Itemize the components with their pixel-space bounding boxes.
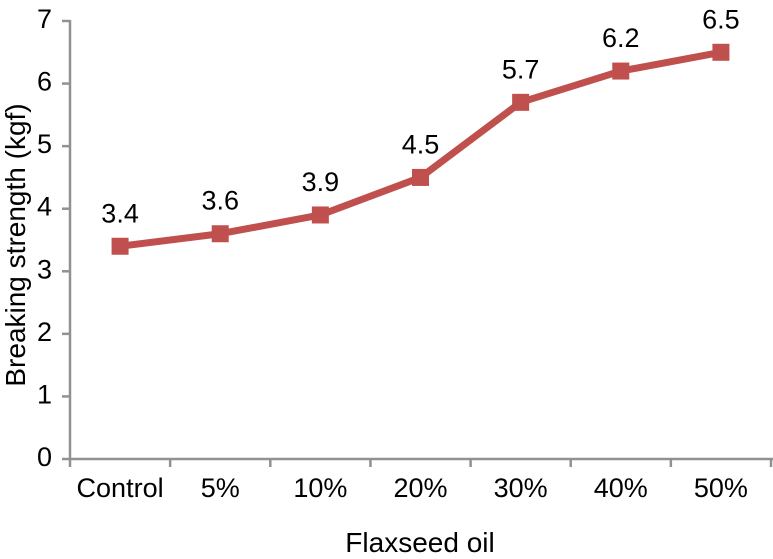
y-tick-label: 7 bbox=[37, 4, 52, 34]
y-tick-label: 5 bbox=[37, 129, 52, 159]
y-tick-label: 0 bbox=[37, 442, 52, 472]
data-point-marker bbox=[211, 225, 229, 243]
data-point-marker bbox=[612, 62, 630, 80]
x-tick-label: Control bbox=[77, 473, 164, 503]
data-point-label: 6.5 bbox=[702, 4, 740, 34]
x-tick-label: 30% bbox=[494, 473, 548, 503]
y-tick-label: 1 bbox=[37, 379, 52, 409]
y-tick-label: 6 bbox=[37, 67, 52, 97]
data-point-marker bbox=[311, 206, 329, 224]
data-point-label: 4.5 bbox=[402, 129, 440, 159]
x-tick-label: 20% bbox=[393, 473, 447, 503]
y-tick-label: 3 bbox=[37, 254, 52, 284]
data-point-label: 3.4 bbox=[101, 198, 139, 228]
y-tick-label: 4 bbox=[37, 192, 52, 222]
x-tick-label: 10% bbox=[293, 473, 347, 503]
data-point-marker bbox=[412, 168, 429, 186]
data-point-marker bbox=[512, 93, 530, 111]
data-point-label: 5.7 bbox=[502, 54, 540, 84]
x-tick-label: 5% bbox=[201, 473, 240, 503]
y-axis-title: Breaking strength (kgf) bbox=[0, 103, 31, 387]
x-tick-label: 50% bbox=[694, 473, 748, 503]
data-point-label: 6.2 bbox=[602, 23, 640, 53]
y-tick-label: 2 bbox=[37, 317, 52, 347]
data-point-marker bbox=[712, 43, 730, 61]
data-point-marker bbox=[111, 237, 129, 255]
data-point-label: 3.9 bbox=[302, 167, 340, 197]
x-axis-title: Flaxseed oil bbox=[345, 527, 495, 558]
x-tick-label: 40% bbox=[594, 473, 648, 503]
data-point-label: 3.6 bbox=[201, 186, 239, 216]
